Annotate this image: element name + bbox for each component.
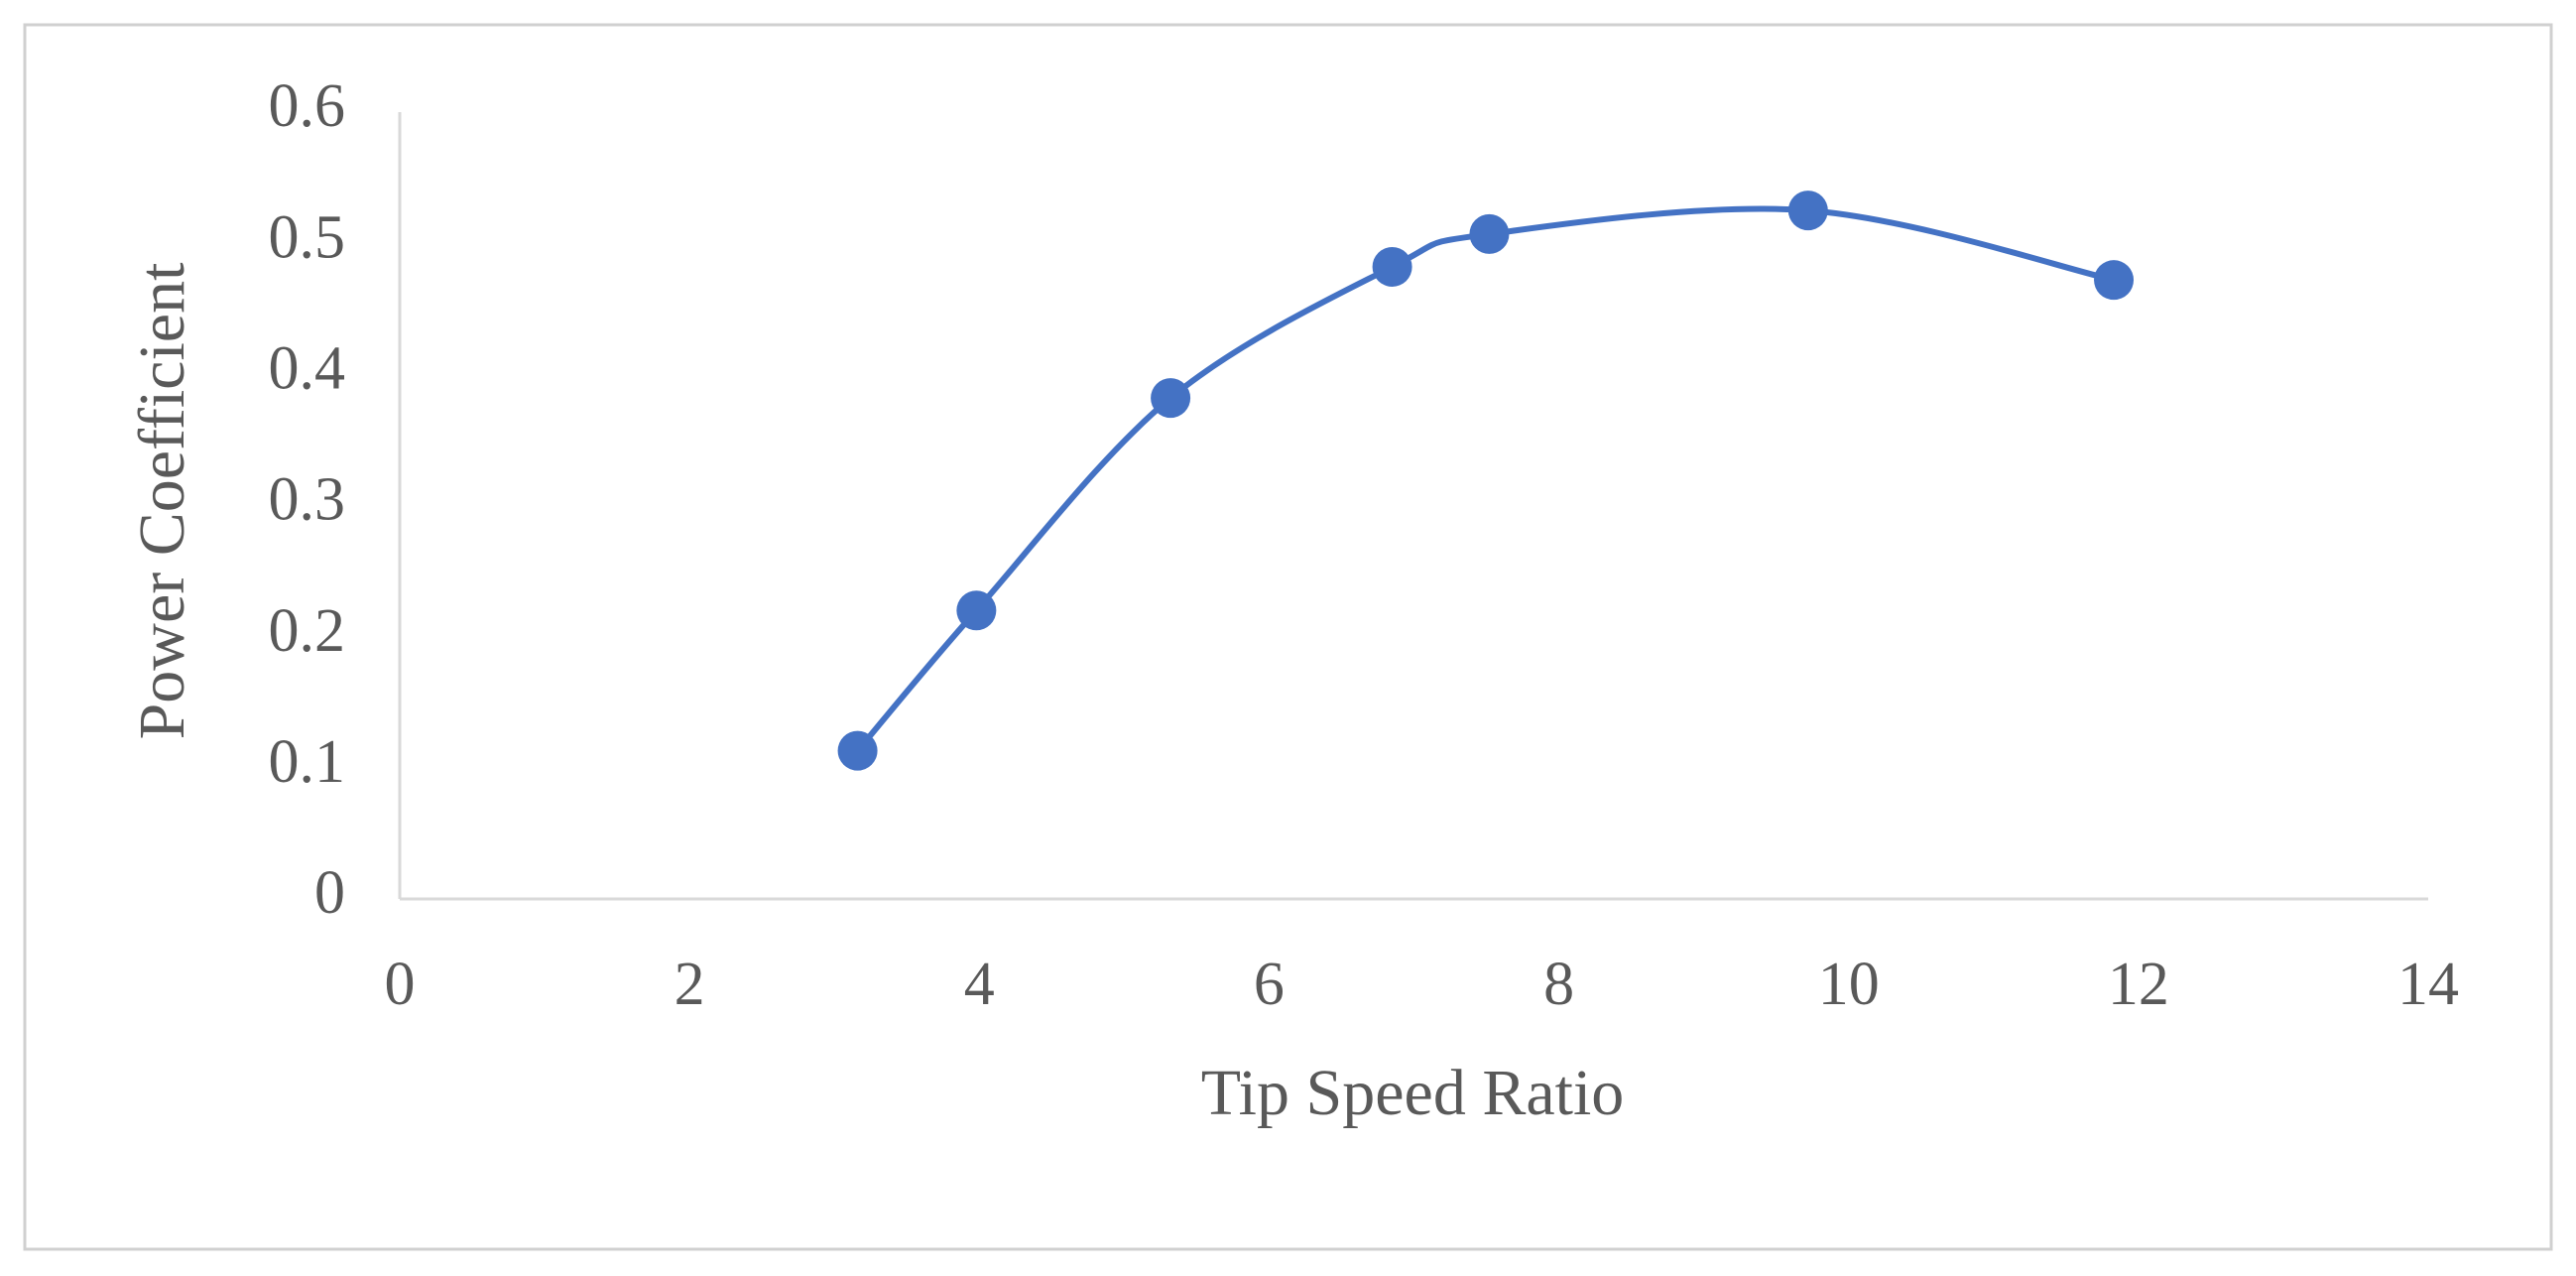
x-tick-label: 12: [2108, 951, 2169, 1018]
y-tick-label: 0.3: [269, 466, 346, 534]
x-tick-label: 14: [2397, 951, 2459, 1018]
data-point: [1372, 246, 1412, 287]
y-axis-title: Power Coefficient: [126, 263, 198, 740]
x-tick-label: 2: [675, 951, 705, 1018]
data-point: [956, 590, 997, 631]
x-tick-label: 4: [964, 951, 995, 1018]
data-point: [837, 730, 878, 771]
data-point: [1787, 191, 1828, 231]
chart-frame: [23, 23, 2553, 1251]
y-tick-label: 0.5: [269, 203, 346, 271]
y-tick-label: 0.1: [269, 728, 346, 796]
x-axis-title: Tip Speed Ratio: [1201, 1057, 1625, 1129]
y-tick-label: 0: [314, 859, 345, 927]
y-tick-label: 0.4: [269, 335, 346, 403]
x-tick-label: 10: [1818, 951, 1880, 1018]
x-tick-label: 0: [385, 951, 416, 1018]
data-point: [1151, 378, 1191, 419]
data-point: [2094, 260, 2135, 301]
data-point: [1469, 213, 1510, 254]
x-tick-label: 8: [1543, 951, 1574, 1018]
x-tick-label: 6: [1254, 951, 1285, 1018]
y-tick-label: 0.2: [269, 597, 346, 665]
y-tick-label: 0.6: [269, 72, 346, 140]
